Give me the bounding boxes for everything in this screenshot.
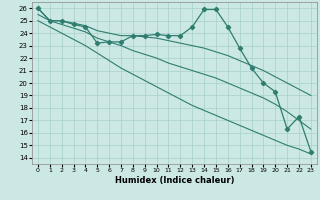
X-axis label: Humidex (Indice chaleur): Humidex (Indice chaleur) bbox=[115, 176, 234, 185]
